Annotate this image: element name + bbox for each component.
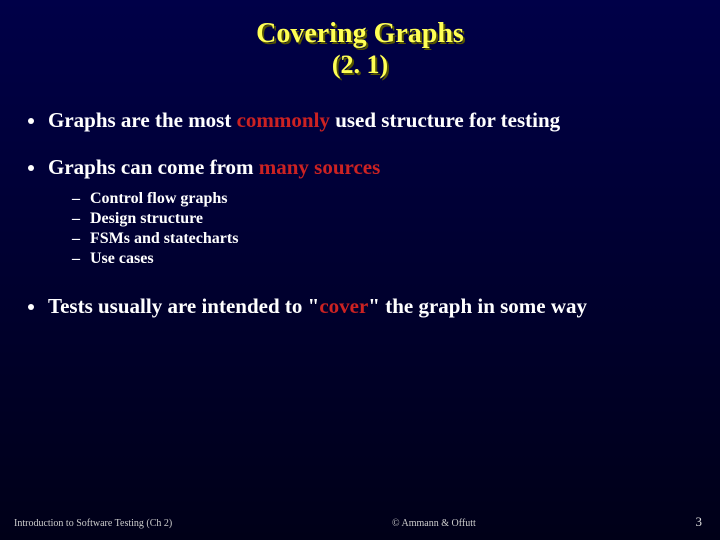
footer-center: © Ammann & Offutt — [172, 518, 695, 529]
bullet-3-em: cover — [319, 294, 368, 318]
title-line-2: (2. 1) — [22, 50, 698, 80]
sub-list: – Control flow graphs – Design structure… — [72, 190, 698, 268]
bullet-3-text: Tests usually are intended to "cover" th… — [48, 294, 587, 319]
bullet-3-pre: Tests usually are intended to — [48, 294, 308, 318]
bullet-dot-icon — [28, 165, 34, 171]
footer-page-number: 3 — [696, 514, 703, 530]
bullet-3-q1: " — [308, 294, 320, 318]
sub-item-3: – FSMs and statecharts — [72, 230, 698, 248]
bullet-1-em: commonly — [237, 108, 330, 132]
bullet-1-pre: Graphs are the most — [48, 108, 237, 132]
footer-left: Introduction to Software Testing (Ch 2) — [14, 518, 172, 529]
bullet-2-pre: Graphs can come from — [48, 155, 259, 179]
bullet-1: Graphs are the most commonly used struct… — [28, 108, 698, 133]
slide: Covering Graphs (2. 1) Graphs are the mo… — [0, 0, 720, 540]
bullet-1-text: Graphs are the most commonly used struct… — [48, 108, 560, 133]
slide-title: Covering Graphs (2. 1) — [22, 18, 698, 80]
sub-item-3-text: FSMs and statecharts — [90, 230, 238, 248]
sub-item-4-text: Use cases — [90, 250, 154, 268]
bullet-2-em: many sources — [259, 155, 381, 179]
bullet-2: Graphs can come from many sources — [28, 155, 698, 180]
dash-icon: – — [72, 230, 80, 248]
sub-item-2: – Design structure — [72, 210, 698, 228]
sub-item-4: – Use cases — [72, 250, 698, 268]
slide-footer: Introduction to Software Testing (Ch 2) … — [0, 514, 720, 530]
dash-icon: – — [72, 210, 80, 228]
sub-item-1: – Control flow graphs — [72, 190, 698, 208]
slide-body: Graphs are the most commonly used struct… — [22, 108, 698, 319]
dash-icon: – — [72, 190, 80, 208]
bullet-2-text: Graphs can come from many sources — [48, 155, 380, 180]
bullet-dot-icon — [28, 118, 34, 124]
bullet-3: Tests usually are intended to "cover" th… — [28, 294, 698, 319]
bullet-3-q2: " — [368, 294, 380, 318]
dash-icon: – — [72, 250, 80, 268]
bullet-3-post: the graph in some way — [380, 294, 587, 318]
title-line-1: Covering Graphs — [22, 18, 698, 50]
bullet-dot-icon — [28, 304, 34, 310]
sub-item-1-text: Control flow graphs — [90, 190, 228, 208]
sub-item-2-text: Design structure — [90, 210, 203, 228]
bullet-1-post: used structure for testing — [330, 108, 560, 132]
